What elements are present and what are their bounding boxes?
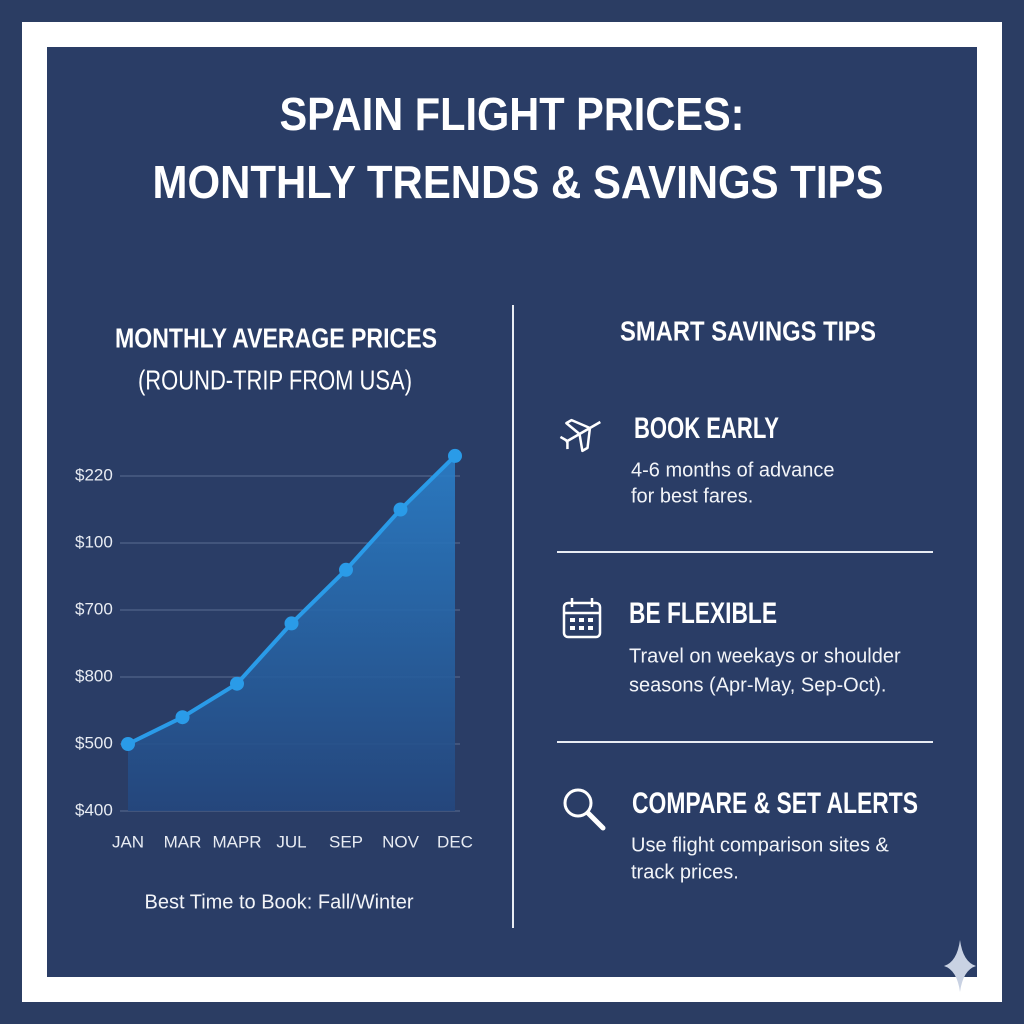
title-line: MONTHLY TRENDS & SAVINGS TIPS (153, 156, 884, 208)
point (284, 616, 299, 631)
point (448, 448, 462, 463)
x-tick-label: JAN (112, 832, 144, 851)
tip-text: seasons (Apr-May, Sep-Oct). (629, 674, 886, 696)
y-tick-label: $500 (75, 733, 113, 752)
chart: $400 $500 $800 $700 $100 $220 JAN MAR MAPR JUL SEP… (75, 448, 473, 851)
tip-text: Travel on weekays or shoulder (629, 645, 901, 667)
tip-heading: COMPARE & SET ALERTS (632, 787, 918, 820)
x-tick-label: MAPR (212, 832, 261, 851)
y-tick-label: $100 (75, 532, 113, 551)
y-tick-label: $700 (75, 599, 113, 618)
area (128, 455, 455, 811)
point (339, 562, 353, 577)
chart-subtitle: (ROUND-TRIP FROM USA) (138, 364, 412, 395)
tip-text: track prices. (631, 861, 739, 883)
chart-title: MONTHLY AVERAGE PRICES (115, 322, 437, 353)
tip-heading: BOOK EARLY (634, 412, 779, 445)
plane-icon (559, 418, 601, 453)
title-line: SPAIN FLIGHT PRICES: (280, 88, 745, 140)
point (175, 710, 190, 725)
tips-title: SMART SAVINGS TIPS (620, 315, 876, 346)
tip-text: 4-6 months of advance (631, 459, 834, 481)
point (121, 737, 135, 751)
sparkle (944, 940, 976, 992)
x-tick-label: MAR (164, 832, 202, 851)
point (393, 502, 408, 517)
tip-text: Use flight comparison sites & (631, 834, 890, 856)
x-tick-label: DEC (437, 832, 473, 851)
y-tick-label: $220 (75, 465, 113, 484)
y-tick-label: $800 (75, 666, 113, 685)
x-tick-label: NOV (382, 832, 420, 851)
y-tick-label: $400 (75, 800, 113, 819)
search-icon (563, 788, 606, 831)
x-tick-label: JUL (276, 832, 306, 851)
x-tick-label: SEP (329, 832, 363, 851)
calendar-icon (562, 598, 602, 639)
tip-heading: BE FLEXIBLE (629, 597, 777, 630)
point (230, 676, 244, 691)
footnote: Best Time to Book: Fall/Winter (145, 891, 414, 913)
tip-text: for best fares. (631, 485, 753, 507)
